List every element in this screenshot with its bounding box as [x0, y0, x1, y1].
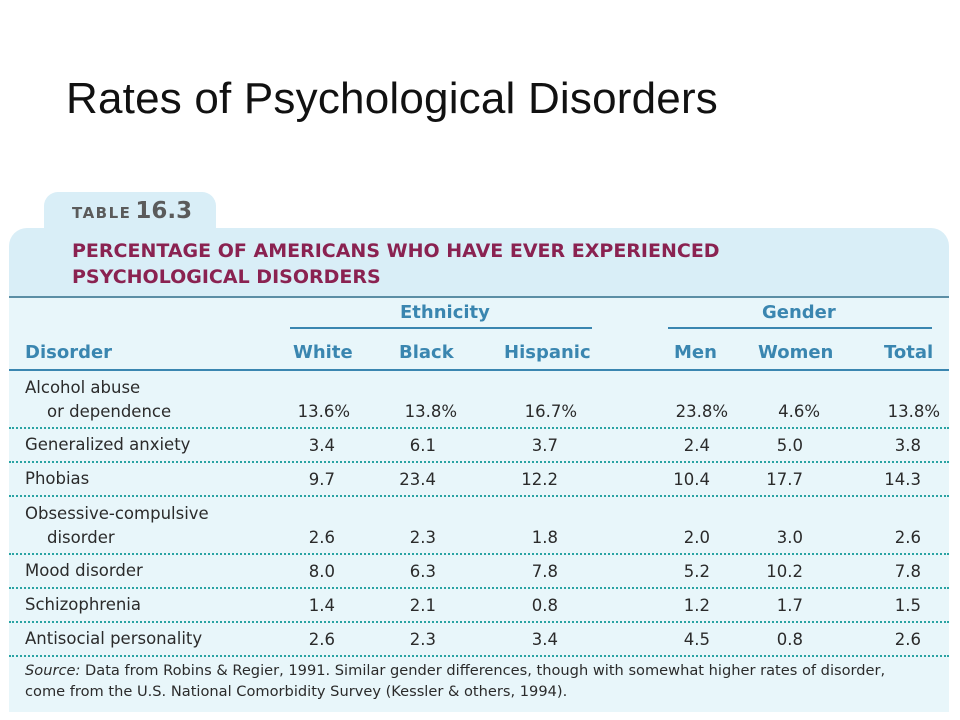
table-body: [9, 298, 949, 712]
table-number: TABLE 16.3: [72, 198, 192, 224]
table-cell: 2.6: [894, 630, 921, 649]
table-tab-label: TABLE: [72, 204, 132, 222]
column-header-black: Black: [399, 342, 454, 363]
table-cell: 6.1: [409, 436, 436, 455]
table-top-rule: [9, 296, 949, 298]
row-label-line: or dependence: [47, 402, 172, 421]
table-cell: 10.4: [673, 470, 710, 489]
group-header-gender: Gender: [762, 302, 836, 323]
row-label-alcohol: Alcohol abuse or dependence: [25, 376, 171, 424]
table-cell: 16.7%: [524, 402, 577, 421]
row-divider: [9, 553, 949, 555]
table-cell: 13.8%: [887, 402, 940, 421]
slide-title: Rates of Psychological Disorders: [66, 74, 719, 123]
table-cell: 2.1: [409, 596, 436, 615]
table-cell: 14.3: [884, 470, 921, 489]
row-label-ocd: Obsessive-compulsive disorder: [25, 502, 209, 550]
table-cell: 13.8%: [404, 402, 457, 421]
row-divider: [9, 427, 949, 429]
table-cell: 1.7: [776, 596, 803, 615]
source-prefix: Source:: [25, 662, 81, 679]
table-cell: 9.7: [308, 470, 335, 489]
source-line-2: come from the U.S. National Comorbidity …: [25, 683, 568, 700]
table-cell: 4.5: [683, 630, 710, 649]
table-cell: 2.6: [308, 630, 335, 649]
table-cell: 12.2: [521, 470, 558, 489]
row-label-phobias: Phobias: [25, 469, 90, 488]
column-header-disorder: Disorder: [25, 342, 113, 363]
row-divider: [9, 461, 949, 463]
table-cell: 3.8: [894, 436, 921, 455]
column-header-men: Men: [674, 342, 717, 363]
table-cell: 2.3: [409, 630, 436, 649]
table-cell: 1.5: [894, 596, 921, 615]
row-label-line: Obsessive-compulsive: [25, 504, 209, 523]
table-cell: 0.8: [776, 630, 803, 649]
group-header-ethnicity: Ethnicity: [400, 302, 490, 323]
table-tab-number: 16.3: [135, 198, 193, 224]
table-cell: 23.4: [399, 470, 436, 489]
row-label-mood: Mood disorder: [25, 561, 143, 580]
row-divider: [9, 621, 949, 623]
table-cell: 2.3: [409, 528, 436, 547]
header-rule: [9, 369, 949, 371]
table-cell: 3.7: [531, 436, 558, 455]
table-cell: 3.4: [531, 630, 558, 649]
column-header-women: Women: [758, 342, 834, 363]
table-cell: 1.8: [531, 528, 558, 547]
table-cell: 10.2: [766, 562, 803, 581]
table-cell: 3.4: [308, 436, 335, 455]
row-label-line: disorder: [47, 528, 115, 547]
table-cell: 5.0: [776, 436, 803, 455]
column-header-white: White: [293, 342, 353, 363]
group-rule-gender: [668, 327, 932, 329]
table-cell: 7.8: [894, 562, 921, 581]
table-cell: 6.3: [409, 562, 436, 581]
table-cell: 2.6: [308, 528, 335, 547]
table-cell: 2.4: [683, 436, 710, 455]
table-cell: 23.8%: [675, 402, 728, 421]
table-cell: 0.8: [531, 596, 558, 615]
caption-line-1: PERCENTAGE OF AMERICANS WHO HAVE EVER EX…: [72, 240, 720, 262]
caption-line-2: PSYCHOLOGICAL DISORDERS: [72, 266, 381, 288]
table-cell: 7.8: [531, 562, 558, 581]
row-divider: [9, 587, 949, 589]
table-cell: 4.6%: [778, 402, 820, 421]
row-label-schizophrenia: Schizophrenia: [25, 595, 141, 614]
row-divider: [9, 495, 949, 497]
table-cell: 8.0: [308, 562, 335, 581]
row-label-anxiety: Generalized anxiety: [25, 435, 191, 454]
group-rule-ethnicity: [290, 327, 592, 329]
table-cell: 1.2: [683, 596, 710, 615]
column-header-total: Total: [884, 342, 934, 363]
table-cell: 2.6: [894, 528, 921, 547]
row-label-antisocial: Antisocial personality: [25, 629, 203, 648]
table-caption: PERCENTAGE OF AMERICANS WHO HAVE EVER EX…: [72, 238, 872, 290]
table-cell: 13.6%: [297, 402, 350, 421]
table-cell: 2.0: [683, 528, 710, 547]
row-label-line: Alcohol abuse: [25, 378, 141, 397]
table-cell: 3.0: [776, 528, 803, 547]
table-cell: 1.4: [308, 596, 335, 615]
row-divider: [9, 655, 949, 657]
column-header-hispanic: Hispanic: [504, 342, 591, 363]
source-note: Source: Data from Robins & Regier, 1991.…: [25, 660, 935, 702]
table-cell: 5.2: [683, 562, 710, 581]
source-line-1: Data from Robins & Regier, 1991. Similar…: [80, 662, 886, 679]
table-cell: 17.7: [766, 470, 803, 489]
